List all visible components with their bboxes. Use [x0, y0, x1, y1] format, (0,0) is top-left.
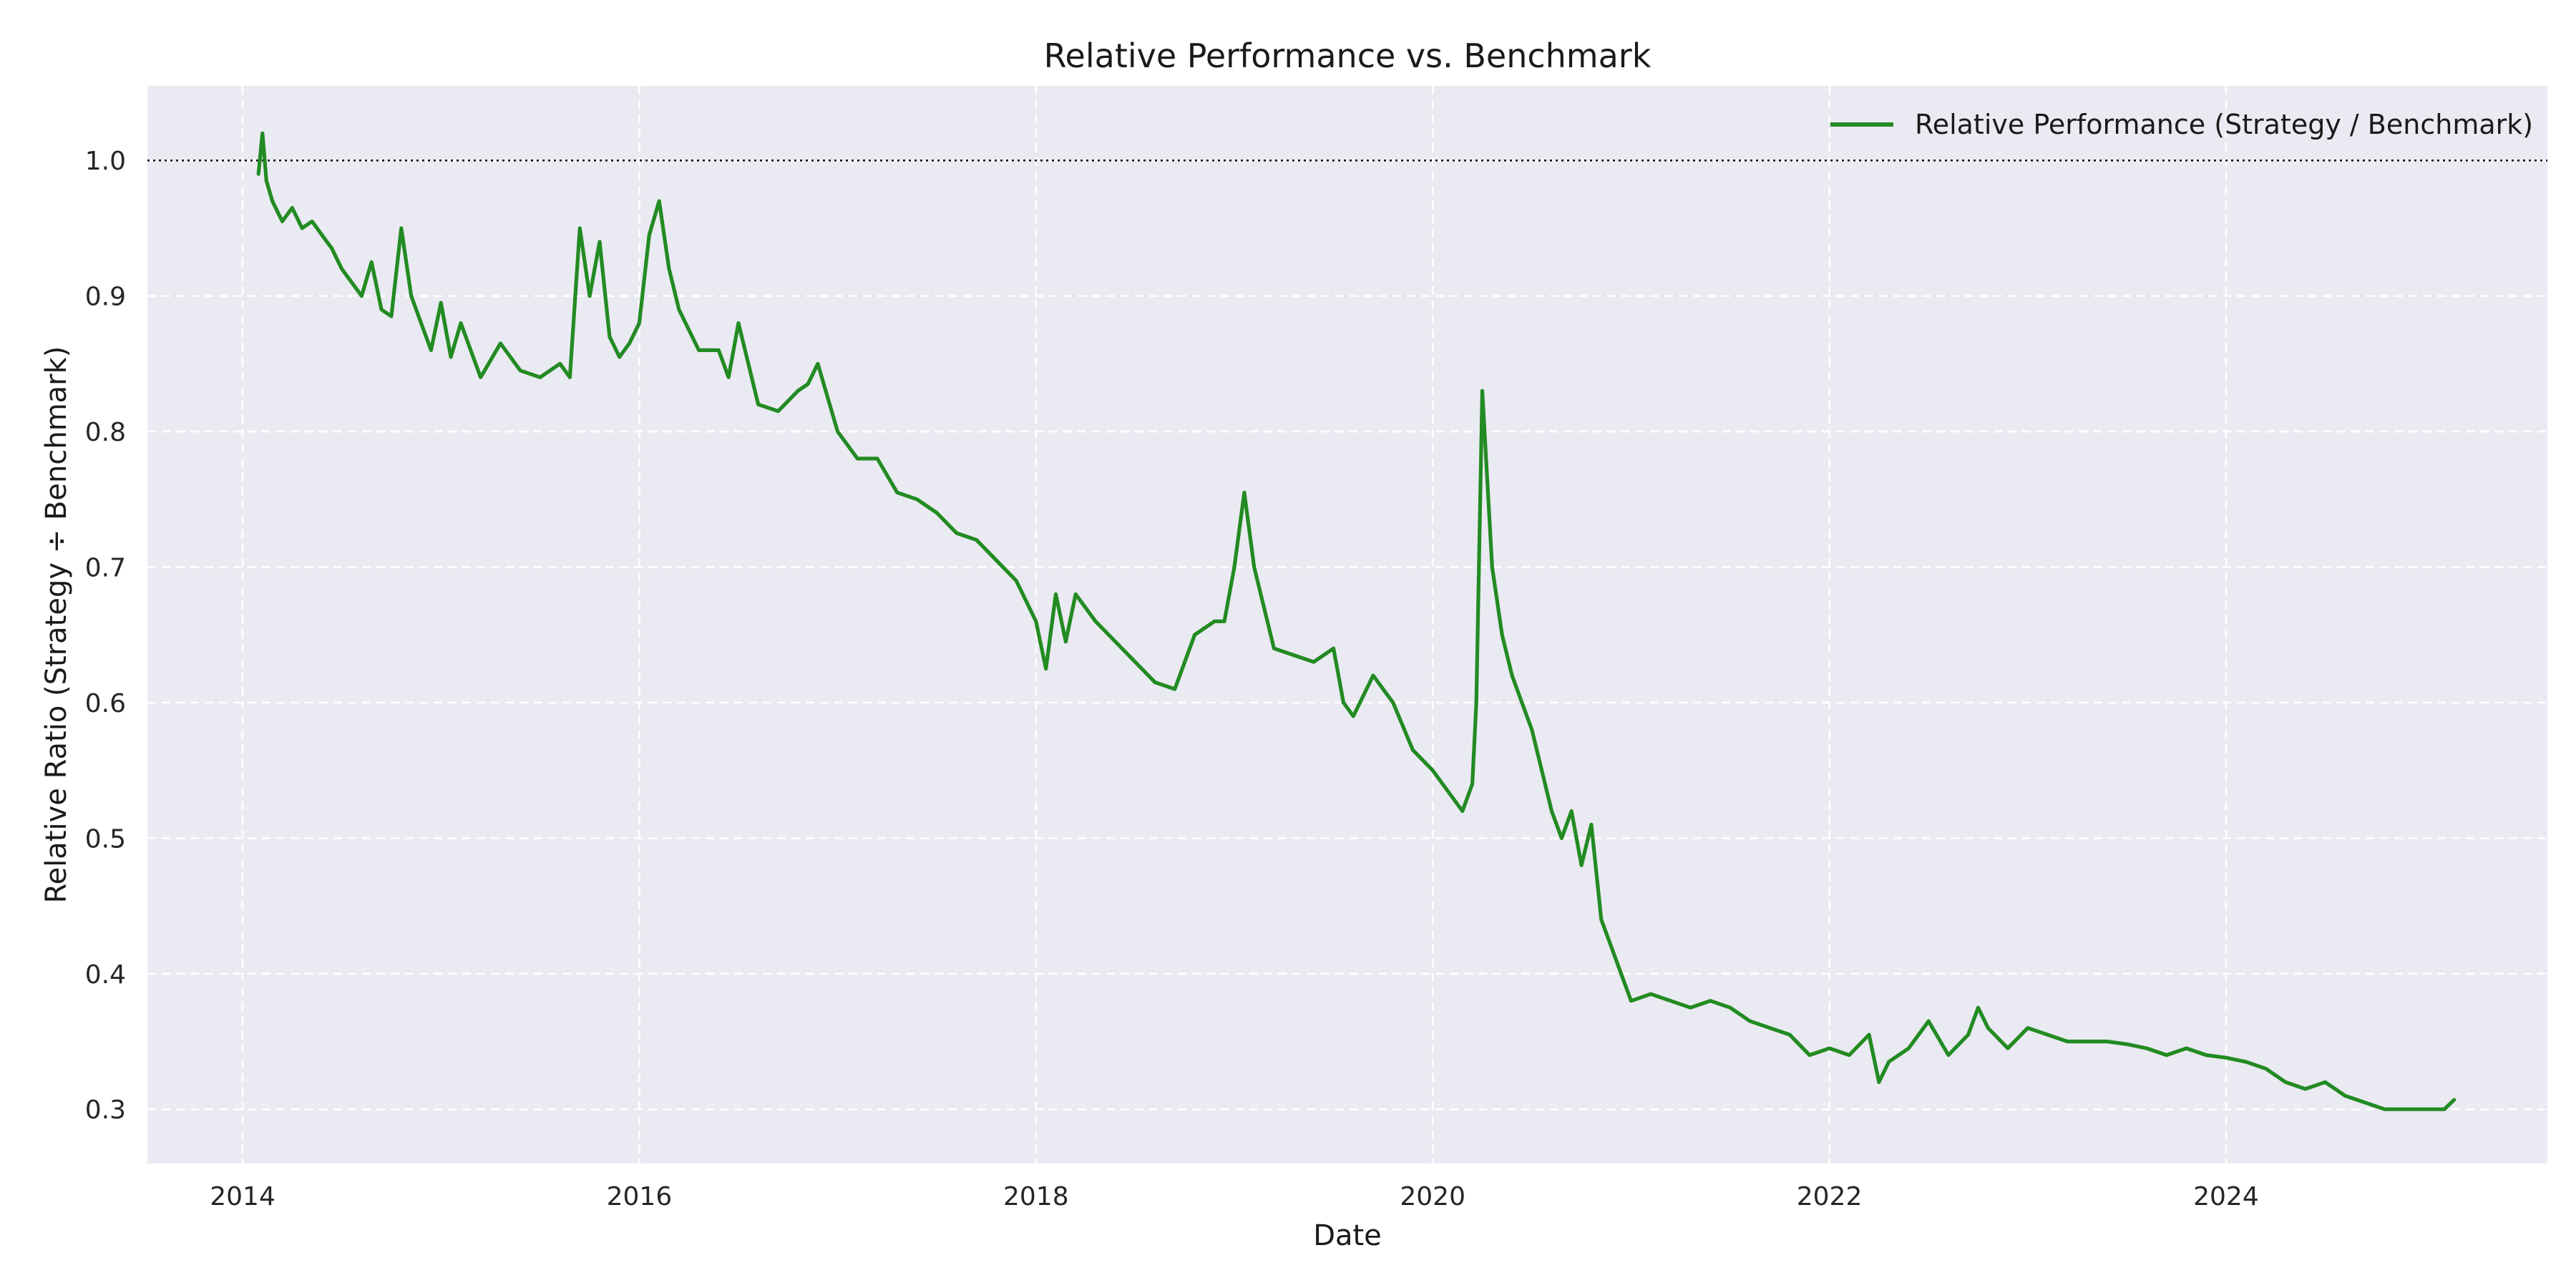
x-axis: 2014 2016 2018 2020 2022 2024 [210, 1182, 2259, 1211]
y-tick-label: 0.3 [85, 1096, 126, 1125]
x-tick-label: 2018 [1003, 1182, 1069, 1211]
legend-label: Relative Performance (Strategy / Benchma… [1915, 109, 2533, 140]
y-tick-label: 0.4 [85, 960, 126, 990]
legend: Relative Performance (Strategy / Benchma… [1830, 109, 2533, 140]
x-axis-title: Date [1313, 1219, 1382, 1252]
y-axis: 0.3 0.4 0.5 0.6 0.7 0.8 0.9 1.0 [85, 147, 126, 1125]
x-tick-label: 2022 [1797, 1182, 1863, 1211]
y-tick-label: 0.8 [85, 418, 126, 447]
y-axis-title: Relative Ratio (Strategy ÷ Benchmark) [40, 346, 73, 904]
grid-lines [147, 86, 2547, 1163]
x-tick-label: 2024 [2193, 1182, 2259, 1211]
x-tick-label: 2016 [607, 1182, 673, 1211]
series-line-relative-performance [256, 131, 2457, 1111]
y-tick-label: 0.9 [85, 283, 126, 312]
chart-title: Relative Performance vs. Benchmark [1044, 36, 1652, 75]
y-tick-label: 1.0 [85, 147, 126, 176]
x-tick-label: 2020 [1400, 1182, 1465, 1211]
y-tick-label: 0.6 [85, 689, 126, 718]
y-tick-label: 0.5 [85, 824, 126, 854]
x-tick-label: 2014 [210, 1182, 275, 1211]
y-tick-label: 0.7 [85, 553, 126, 582]
plot-area [147, 86, 2547, 1163]
